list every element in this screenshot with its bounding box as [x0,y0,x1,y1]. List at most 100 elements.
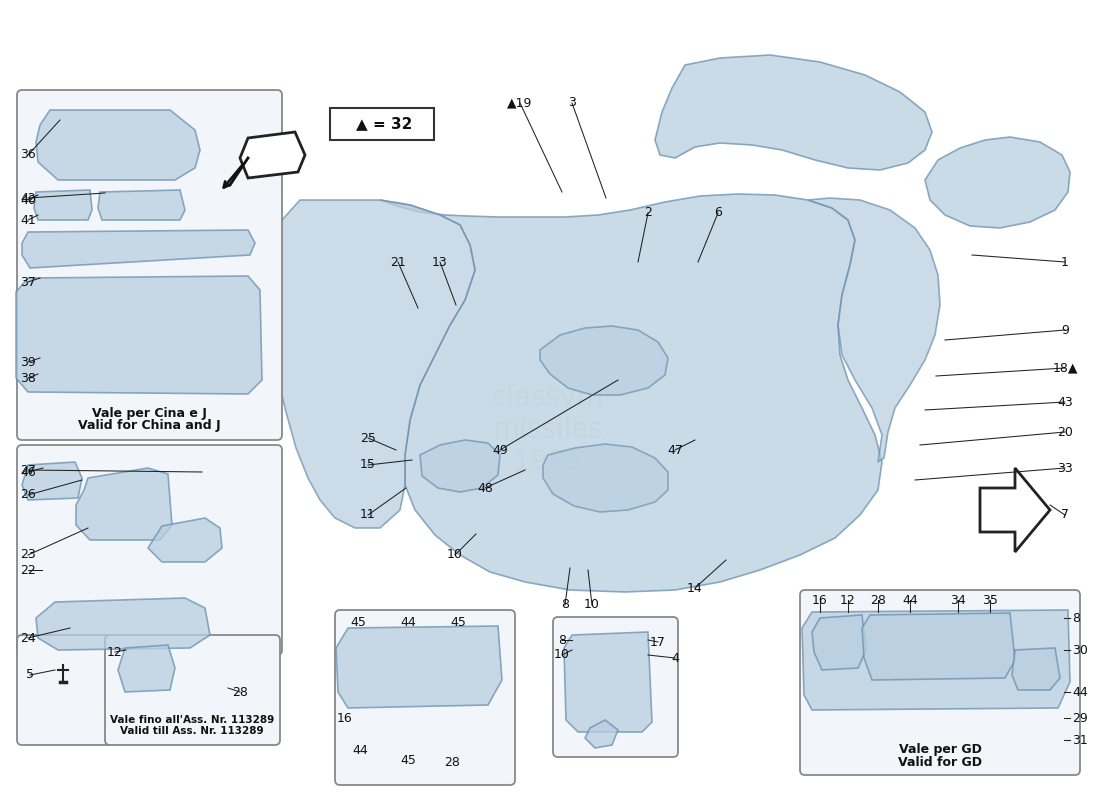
Text: 18▲: 18▲ [1053,362,1078,374]
Polygon shape [76,468,172,540]
Text: classym
missiles
1985: classym missiles 1985 [492,384,604,476]
Text: 45: 45 [450,615,466,629]
FancyBboxPatch shape [16,635,112,745]
Text: 26: 26 [20,489,36,502]
Polygon shape [1012,648,1060,690]
Polygon shape [36,110,200,180]
Polygon shape [564,632,652,732]
Text: 31: 31 [1072,734,1088,746]
Polygon shape [654,55,932,170]
Polygon shape [802,610,1070,710]
Text: 29: 29 [1072,711,1088,725]
Text: 4: 4 [671,651,679,665]
Text: 28: 28 [232,686,248,698]
Polygon shape [34,190,92,220]
Text: 27: 27 [20,463,36,477]
Text: 34: 34 [950,594,966,606]
Text: 12: 12 [107,646,123,658]
FancyBboxPatch shape [104,635,280,745]
FancyBboxPatch shape [16,445,282,655]
Polygon shape [240,132,305,178]
Text: 11: 11 [360,509,376,522]
Text: 44: 44 [1072,686,1088,698]
Polygon shape [268,200,475,528]
Text: ▲19: ▲19 [507,97,532,110]
Text: 7: 7 [1062,509,1069,522]
FancyBboxPatch shape [336,610,515,785]
Text: 10: 10 [554,649,570,662]
Polygon shape [808,198,940,462]
Polygon shape [379,194,882,592]
FancyBboxPatch shape [553,617,678,757]
Text: 1: 1 [1062,255,1069,269]
Polygon shape [420,440,500,492]
Polygon shape [98,190,185,220]
Text: 16: 16 [337,711,353,725]
Text: Valid till Ass. Nr. 113289: Valid till Ass. Nr. 113289 [120,726,264,736]
Polygon shape [540,326,668,395]
Text: 41: 41 [20,214,36,226]
Text: Vale per Cina e J: Vale per Cina e J [91,406,207,419]
Text: 30: 30 [1072,643,1088,657]
Text: 43: 43 [1057,395,1072,409]
Text: ▲ = 32: ▲ = 32 [355,117,412,131]
Text: 9: 9 [1062,323,1069,337]
Text: 45: 45 [400,754,416,766]
Text: 25: 25 [360,431,376,445]
Polygon shape [36,598,210,650]
Text: 22: 22 [20,563,36,577]
Text: 10: 10 [447,549,463,562]
Text: 5: 5 [26,669,34,682]
Text: 46: 46 [20,466,36,478]
Text: Vale per GD: Vale per GD [899,743,981,757]
Text: 45: 45 [350,615,366,629]
Text: 33: 33 [1057,462,1072,474]
Text: 17: 17 [650,635,666,649]
Text: 14: 14 [688,582,703,594]
Text: 3: 3 [568,97,576,110]
FancyBboxPatch shape [16,90,282,440]
Text: 48: 48 [477,482,493,494]
Polygon shape [812,615,866,670]
Text: 44: 44 [902,594,917,606]
Polygon shape [118,645,175,692]
Text: 28: 28 [870,594,886,606]
Polygon shape [585,720,618,748]
Text: 49: 49 [492,443,508,457]
Text: 10: 10 [584,598,600,611]
Text: 39: 39 [20,355,36,369]
Text: 15: 15 [360,458,376,471]
Text: 12: 12 [840,594,856,606]
Polygon shape [148,518,222,562]
Text: 28: 28 [444,755,460,769]
Polygon shape [862,613,1015,680]
Text: 8: 8 [558,634,566,646]
Polygon shape [22,230,255,268]
Text: 37: 37 [20,275,36,289]
Text: 23: 23 [20,549,36,562]
Polygon shape [980,468,1050,552]
Text: 21: 21 [390,255,406,269]
Text: 6: 6 [714,206,722,219]
Polygon shape [16,276,262,394]
FancyBboxPatch shape [800,590,1080,775]
Text: Valid for GD: Valid for GD [898,755,982,769]
Polygon shape [336,626,502,708]
Text: 2: 2 [645,206,652,219]
Text: 13: 13 [432,255,448,269]
Text: 35: 35 [982,594,998,606]
Text: Vale fino all'Ass. Nr. 113289: Vale fino all'Ass. Nr. 113289 [110,715,274,725]
Text: 44: 44 [400,615,416,629]
Polygon shape [22,462,82,500]
FancyBboxPatch shape [330,108,434,140]
Text: 44: 44 [352,743,367,757]
Polygon shape [543,444,668,512]
Text: 20: 20 [1057,426,1072,438]
Text: 8: 8 [561,598,569,611]
Text: 42: 42 [20,191,36,205]
Text: 38: 38 [20,371,36,385]
Text: 40: 40 [20,194,36,206]
Text: 16: 16 [812,594,828,606]
Text: 8: 8 [1072,611,1080,625]
Text: 47: 47 [667,443,683,457]
